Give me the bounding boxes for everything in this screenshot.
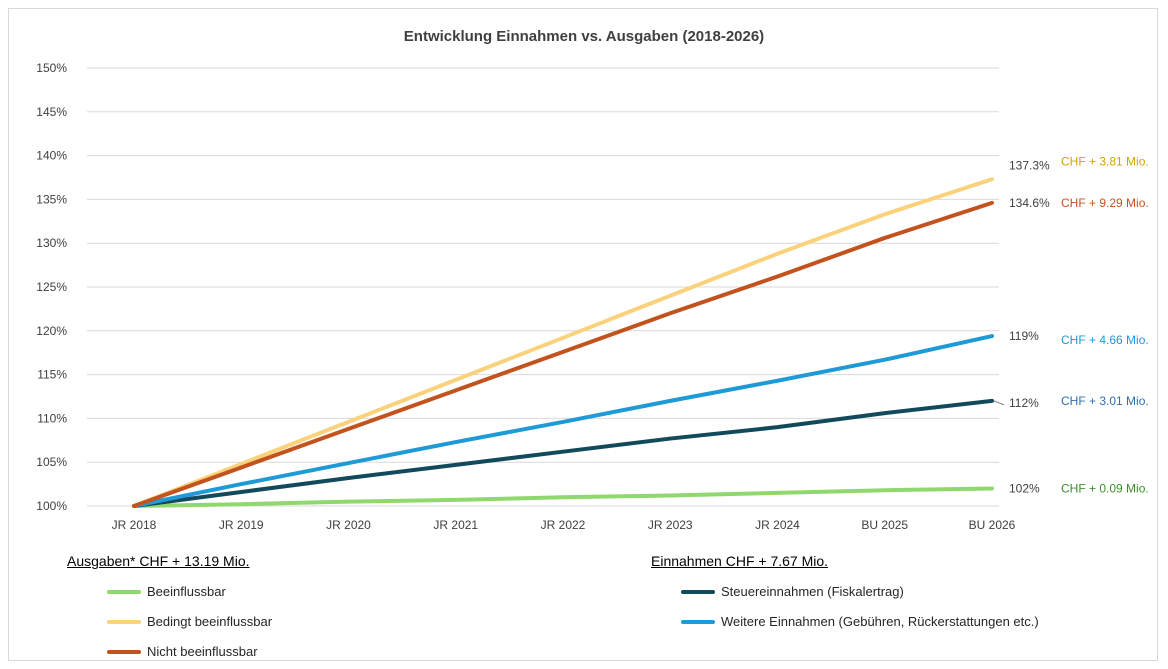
series-line-steuereinnahmen-fiskalertrag-	[132, 398, 994, 508]
legend-label: Bedingt beeinflussbar	[147, 614, 273, 629]
series-line-nicht-beeinflussbar	[132, 200, 994, 508]
chf-change-label: CHF + 0.09 Mio.	[1061, 481, 1149, 495]
x-tick-label: BU 2025	[861, 518, 908, 532]
x-tick-label: BU 2026	[969, 518, 1016, 532]
end-value-label: 112%	[1009, 396, 1039, 410]
series-line-beeinflussbar	[132, 486, 994, 508]
legend-item: Weitere Einnahmen (Gebühren, Rückerstatt…	[681, 614, 1039, 629]
x-tick-label: JR 2018	[112, 518, 157, 532]
legend-label: Nicht beeinflussbar	[147, 644, 258, 659]
y-tick-label: 110%	[37, 411, 67, 425]
x-tick-label: JR 2023	[648, 518, 693, 532]
x-tick-label: JR 2022	[541, 518, 586, 532]
y-tick-label: 115%	[37, 368, 67, 382]
x-tick-label: JR 2019	[219, 518, 264, 532]
legend-swatch	[107, 589, 141, 594]
x-tick-label: JR 2021	[433, 518, 478, 532]
chf-change-label: CHF + 9.29 Mio.	[1061, 196, 1149, 210]
y-tick-label: 135%	[36, 192, 67, 206]
end-value-label: 119%	[1009, 329, 1039, 343]
y-tick-label: 105%	[36, 455, 67, 469]
y-tick-label: 120%	[36, 324, 67, 338]
y-tick-label: 145%	[36, 105, 67, 119]
legend-label: Weitere Einnahmen (Gebühren, Rückerstatt…	[721, 614, 1039, 629]
end-value-label: 134.6%	[1009, 196, 1050, 210]
legend-swatch	[681, 619, 715, 624]
legend-heading-einnahmen: Einnahmen CHF + 7.67 Mio.	[651, 553, 829, 569]
chart-title: Entwicklung Einnahmen vs. Ausgaben (2018…	[404, 28, 764, 45]
legend-item: Steuereinnahmen (Fiskalertrag)	[681, 584, 904, 599]
legend-swatch	[107, 619, 141, 624]
legend-swatch	[107, 649, 141, 654]
legend-heading-ausgaben: Ausgaben* CHF + 13.19 Mio.	[67, 553, 250, 569]
chf-change-label: CHF + 3.01 Mio.	[1061, 394, 1149, 408]
legend-label: Beeinflussbar	[147, 584, 226, 599]
legend-label: Steuereinnahmen (Fiskalertrag)	[721, 584, 904, 599]
chf-change-label: CHF + 3.81 Mio.	[1061, 154, 1149, 168]
y-tick-label: 130%	[36, 236, 67, 250]
chf-change-label: CHF + 4.66 Mio.	[1061, 333, 1149, 347]
x-tick-label: JR 2024	[755, 518, 800, 532]
series-line-bedingt-beeinflussbar	[132, 177, 994, 508]
y-tick-label: 125%	[36, 280, 67, 294]
end-value-label: 137.3%	[1009, 158, 1050, 172]
legend-item: Bedingt beeinflussbar	[107, 614, 272, 629]
y-tick-label: 100%	[36, 499, 67, 513]
y-tick-label: 140%	[36, 149, 67, 163]
series-line-weitere-einnahmen-geb-hren-r-ckerstattungen-etc-	[132, 334, 994, 508]
y-tick-label: 150%	[36, 61, 67, 75]
line-chart: Entwicklung Einnahmen vs. Ausgaben (2018…	[36, 28, 1149, 532]
end-value-label: 102%	[1009, 481, 1040, 495]
legend-swatch	[681, 589, 715, 594]
x-tick-label: JR 2020	[326, 518, 371, 532]
legend-item: Nicht beeinflussbar	[107, 644, 258, 659]
chart-frame: Entwicklung Einnahmen vs. Ausgaben (2018…	[8, 8, 1158, 661]
legend-item: Beeinflussbar	[107, 584, 226, 599]
leader-line	[993, 400, 1005, 406]
